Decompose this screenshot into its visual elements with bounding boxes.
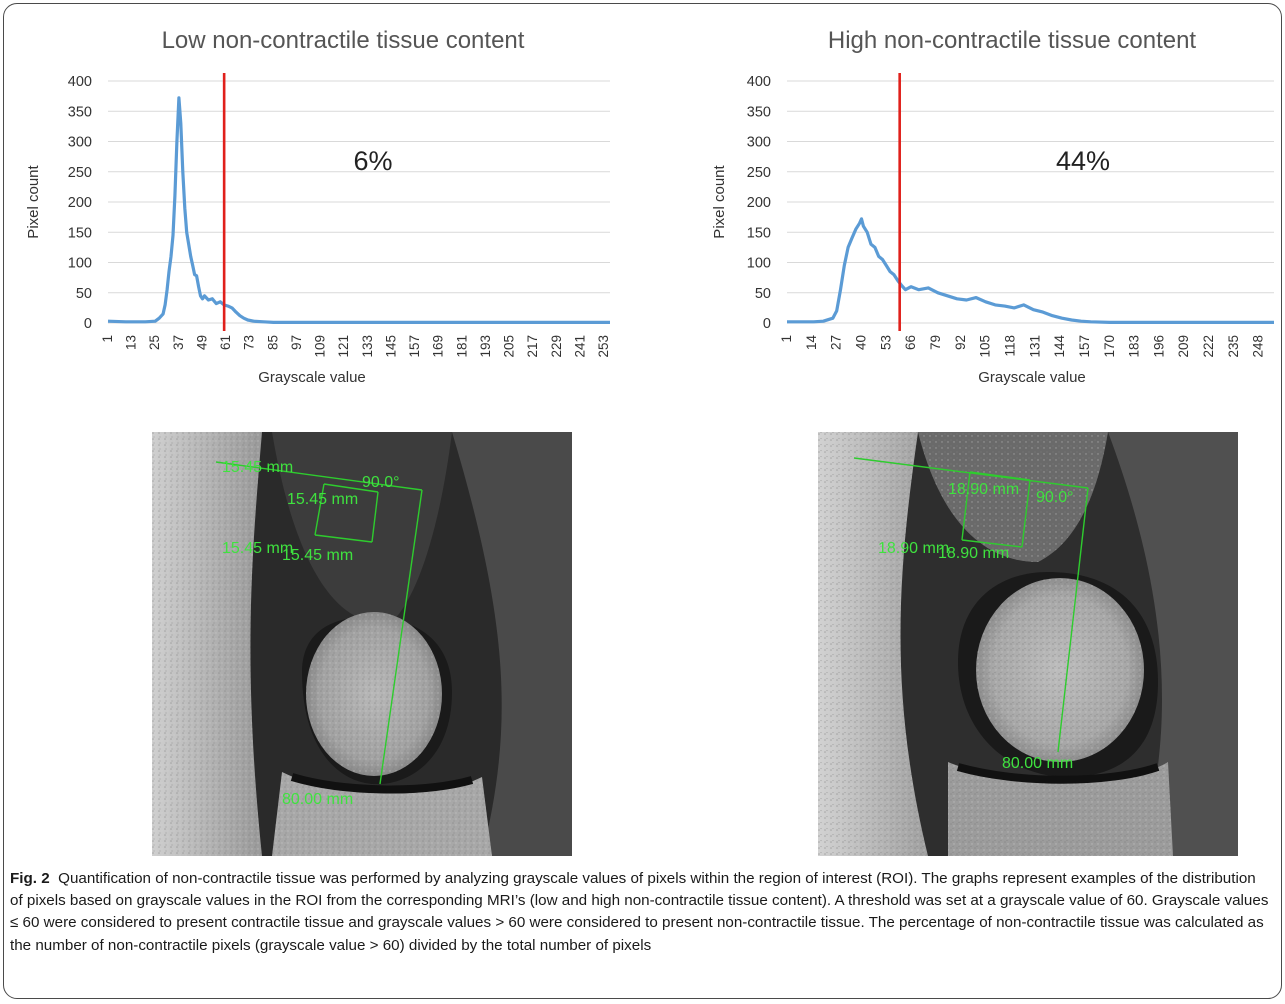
high-x-tick-157: 157 (1077, 335, 1092, 358)
low-x-tick-1: 1 (100, 335, 115, 343)
high-x-tick-53: 53 (878, 335, 893, 350)
low-x-tick-253: 253 (596, 335, 611, 358)
high-x-tick-183: 183 (1127, 335, 1142, 358)
mri-low-label-2: 90.0° (362, 474, 400, 491)
mri-low-label-6: 80.00 mm (282, 791, 353, 808)
caption-lead: Fig. 2 (10, 870, 50, 887)
low-x-tick-169: 169 (431, 335, 446, 358)
low-x-tick-205: 205 (502, 335, 517, 358)
low-x-tick-25: 25 (147, 335, 162, 350)
high-x-tick-248: 248 (1251, 335, 1266, 358)
low-x-tick-85: 85 (265, 335, 280, 350)
high-x-tick-14: 14 (804, 335, 819, 351)
low-y-tick-200: 200 (68, 195, 92, 211)
high-x-tick-105: 105 (978, 335, 993, 358)
low-x-tick-241: 241 (572, 335, 587, 358)
high-x-tick-1: 1 (779, 335, 794, 343)
low-y-tick-100: 100 (68, 256, 92, 272)
high-x-tick-196: 196 (1151, 335, 1166, 358)
high-series-line-0 (787, 217, 1274, 324)
mri-low-label-5: 15.45 mm (282, 547, 353, 564)
low-x-tick-193: 193 (478, 335, 493, 358)
high-y-tick-0: 0 (763, 316, 771, 332)
high-x-tick-222: 222 (1201, 335, 1216, 358)
histogram-chart-low: Low non-contractile tissue content 0 50 100… (0, 0, 640, 400)
figure-frame (3, 3, 1282, 999)
high-x-tick-144: 144 (1052, 335, 1067, 358)
low-x-tick-49: 49 (194, 335, 209, 350)
low-y-tick-250: 250 (68, 165, 92, 181)
high-percentage-annotation: 44% (1056, 146, 1110, 176)
low-series-line-0 (107, 96, 610, 324)
low-x-tick-61: 61 (218, 335, 233, 350)
high-y-axis-label: Pixel count (711, 164, 728, 238)
high-x-tick-118: 118 (1002, 335, 1017, 357)
high-y-tick-300: 300 (747, 135, 771, 151)
mri-high-label-3: 18.90 mm (878, 540, 949, 557)
high-y-tick-50: 50 (755, 286, 771, 302)
high-y-tick-200: 200 (747, 195, 771, 211)
mri-high-label-4: 18.90 mm (938, 545, 1009, 562)
high-y-tick-250: 250 (747, 165, 771, 181)
low-y-tick-150: 150 (68, 225, 92, 241)
low-x-tick-181: 181 (454, 335, 469, 358)
caption-text: Quantification of non-contractile tissue… (10, 870, 1269, 954)
high-x-tick-40: 40 (853, 335, 868, 350)
low-x-tick-73: 73 (242, 335, 257, 350)
low-x-tick-145: 145 (383, 335, 398, 358)
low-percentage-annotation: 6% (353, 146, 392, 176)
figure-caption: Fig. 2 Quantification of non-contractile… (10, 868, 1272, 957)
low-chart-title: Low non-contractile tissue content (162, 27, 525, 54)
mri-high-label-5: 80.00 mm (1002, 755, 1073, 772)
low-x-tick-109: 109 (313, 335, 328, 358)
low-x-tick-229: 229 (549, 335, 564, 358)
histogram-chart-high: High non-contractile tissue content 0 50 10… (660, 0, 1285, 400)
low-y-tick-400: 400 (68, 74, 92, 90)
mri-low-label-3: 15.45 mm (287, 491, 358, 508)
low-x-tick-97: 97 (289, 335, 304, 350)
low-y-tick-0: 0 (84, 316, 92, 332)
high-x-axis-label: Grayscale value (978, 369, 1086, 386)
low-x-axis-label: Grayscale value (258, 369, 366, 386)
mri-high-label-2: 90.0° (1036, 489, 1074, 506)
histogram-low-svg: Low non-contractile tissue content 0 50 100… (25, 27, 611, 386)
high-chart-title: High non-contractile tissue content (828, 27, 1197, 54)
high-x-tick-79: 79 (928, 335, 943, 350)
low-x-tick-157: 157 (407, 335, 422, 358)
high-x-tick-92: 92 (953, 335, 968, 350)
high-x-tick-209: 209 (1176, 335, 1191, 358)
high-x-tick-66: 66 (903, 335, 918, 350)
low-x-tick-121: 121 (336, 335, 351, 358)
high-x-tick-235: 235 (1226, 335, 1241, 358)
low-x-tick-133: 133 (360, 335, 375, 358)
low-y-tick-350: 350 (68, 104, 92, 120)
low-x-tick-217: 217 (525, 335, 540, 358)
high-x-tick-170: 170 (1102, 335, 1117, 358)
high-x-tick-131: 131 (1027, 335, 1042, 358)
high-y-tick-400: 400 (747, 74, 771, 90)
mri-low-label-1: 15.45 mm (222, 459, 293, 476)
high-y-tick-100: 100 (747, 256, 771, 272)
high-x-tick-27: 27 (829, 335, 844, 350)
mri-image-low: 15.45 mm 90.0° 15.45 mm 15.45 mm 15.45 m… (152, 432, 572, 856)
low-y-tick-50: 50 (76, 286, 92, 302)
mri-high-label-1: 18.90 mm (948, 481, 1019, 498)
low-x-tick-37: 37 (171, 335, 186, 350)
low-y-axis-label: Pixel count (25, 164, 42, 238)
mri-low-label-4: 15.45 mm (222, 540, 293, 557)
high-y-tick-350: 350 (747, 104, 771, 120)
mri-image-high: 18.90 mm 90.0° 18.90 mm 18.90 mm 80.00 m… (818, 432, 1238, 856)
low-x-tick-13: 13 (124, 335, 139, 350)
histogram-high-svg: High non-contractile tissue content 0 50 10… (711, 27, 1274, 386)
low-y-tick-300: 300 (68, 135, 92, 151)
high-y-tick-150: 150 (747, 225, 771, 241)
